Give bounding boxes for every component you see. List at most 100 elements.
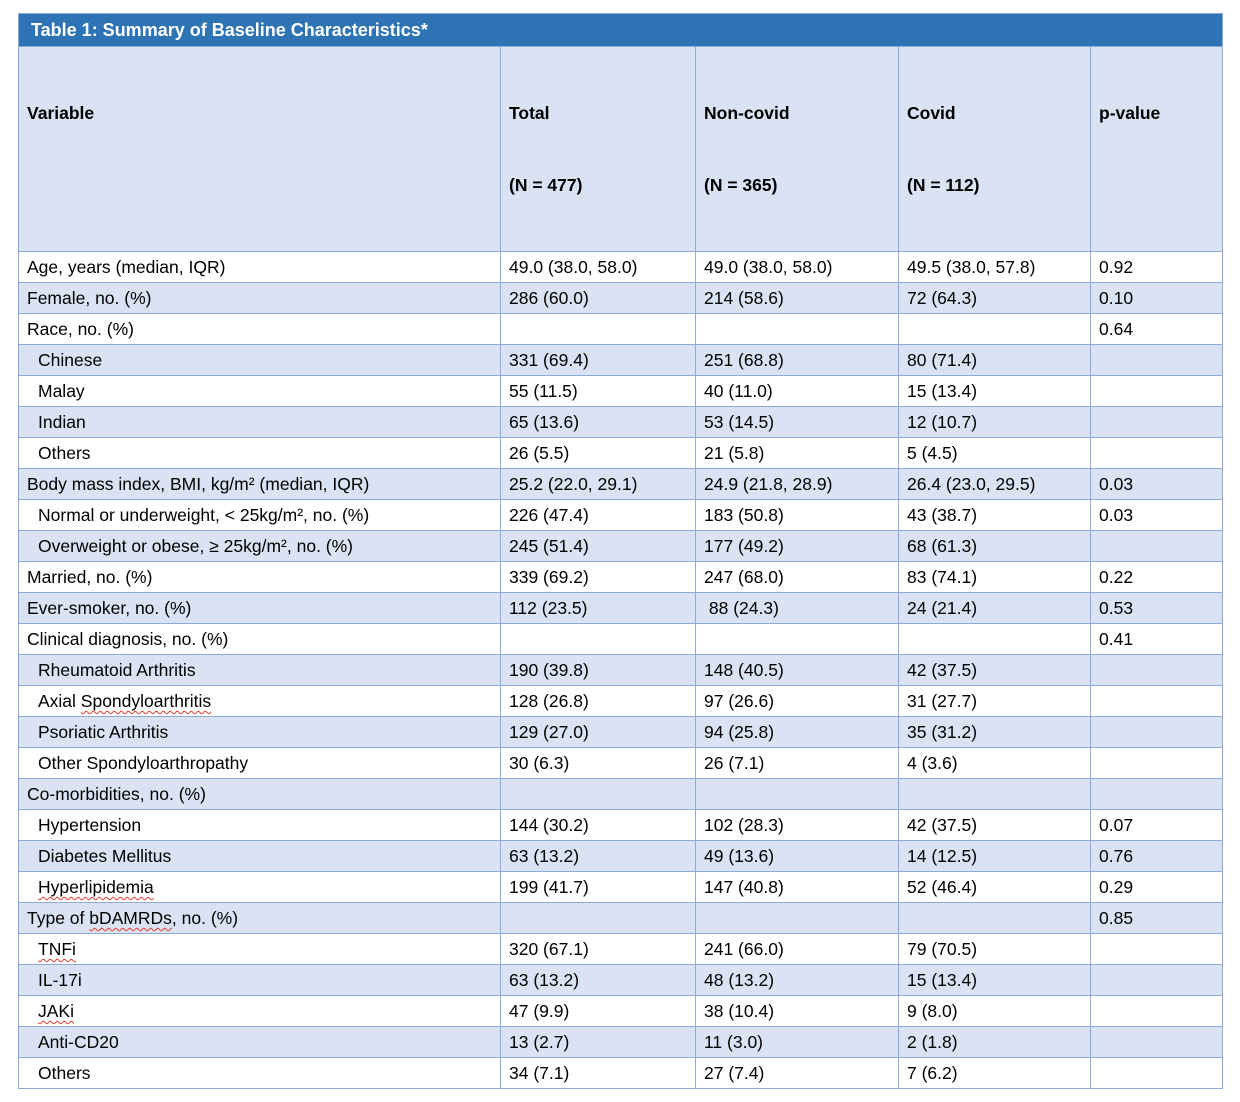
cell-noncovid: 177 (49.2) [695,530,899,562]
cell-covid: 49.5 (38.0, 57.8) [898,251,1091,283]
cell-pvalue: 0.03 [1089,468,1224,500]
cell-noncovid: 251 (68.8) [695,344,899,376]
cell-covid: 52 (46.4) [898,871,1091,903]
cell-total: 128 (26.8) [500,685,696,717]
cell-noncovid: 102 (28.3) [695,809,899,841]
cell-pvalue [1089,1057,1224,1089]
cell-covid: 35 (31.2) [898,716,1091,748]
cell-variable: Axial Spondyloarthritis [18,685,501,717]
table-row: Clinical diagnosis, no. (%) 0.41 [18,623,1224,655]
cell-variable: Clinical diagnosis, no. (%) [18,623,501,655]
cell-pvalue [1089,654,1224,686]
cell-covid: 24 (21.4) [898,592,1091,624]
table-row: Psoriatic Arthritis 129 (27.0) 94 (25.8) 35… [18,716,1224,748]
cell-covid [898,313,1091,345]
column-header-total: Total (N = 477) [500,46,696,252]
cell-variable: Anti-CD20 [18,1026,501,1058]
cell-variable: Rheumatoid Arthritis [18,654,501,686]
cell-pvalue: 0.41 [1089,623,1224,655]
cell-variable: Age, years (median, IQR) [18,251,501,283]
column-header-label: Total [509,103,550,123]
cell-pvalue [1089,995,1224,1027]
cell-noncovid: 53 (14.5) [695,406,899,438]
cell-covid: 9 (8.0) [898,995,1091,1027]
cell-covid: 5 (4.5) [898,437,1091,469]
cell-noncovid: 97 (26.6) [695,685,899,717]
cell-pvalue [1089,375,1224,407]
cell-total: 13 (2.7) [500,1026,696,1058]
cell-pvalue [1089,716,1224,748]
table-row: Anti-CD20 13 (2.7) 11 (3.0) 2 (1.8) [18,1026,1224,1058]
column-header-label: Covid [907,103,956,123]
column-header-covid: Covid (N = 112) [898,46,1091,252]
column-header-noncovid: Non-covid (N = 365) [695,46,899,252]
cell-pvalue: 0.92 [1089,251,1224,283]
label-text: Axial [38,691,81,711]
cell-covid: 80 (71.4) [898,344,1091,376]
cell-pvalue: 0.76 [1089,840,1224,872]
cell-total: 65 (13.6) [500,406,696,438]
cell-noncovid [695,623,899,655]
cell-noncovid: 38 (10.4) [695,995,899,1027]
table-row: Diabetes Mellitus 63 (13.2) 49 (13.6) 14 (1… [18,840,1224,872]
cell-total: 226 (47.4) [500,499,696,531]
cell-covid: 31 (27.7) [898,685,1091,717]
column-header-sub: (N = 477) [509,175,583,195]
cell-total: 199 (41.7) [500,871,696,903]
cell-noncovid: 88 (24.3) [695,592,899,624]
cell-variable: Body mass index, BMI, kg/m² (median, IQR… [18,468,501,500]
cell-pvalue: 0.03 [1089,499,1224,531]
cell-total: 55 (11.5) [500,375,696,407]
cell-pvalue [1089,344,1224,376]
table-title-row: Table 1: Summary of Baseline Characteris… [17,13,1224,47]
table-row: Female, no. (%) 286 (60.0) 214 (58.6) 72 (6… [18,282,1224,314]
table-row: Other Spondyloarthropathy 30 (6.3) 26 (7.1… [18,747,1224,779]
cell-pvalue [1089,530,1224,562]
table-row: Ever-smoker, no. (%) 112 (23.5) 88 (24.3)… [18,592,1224,624]
cell-noncovid: 49.0 (38.0, 58.0) [695,251,899,283]
cell-variable: Psoriatic Arthritis [18,716,501,748]
cell-covid: 4 (3.6) [898,747,1091,779]
cell-total: 63 (13.2) [500,964,696,996]
cell-noncovid: 11 (3.0) [695,1026,899,1058]
column-header-label: p-value [1099,103,1161,123]
misspelled-word: Hyperlipidemia [38,877,154,897]
cell-total [500,313,696,345]
cell-noncovid: 214 (58.6) [695,282,899,314]
cell-covid: 15 (13.4) [898,375,1091,407]
table-body: Age, years (median, IQR) 49.0 (38.0, 58.0… [18,251,1224,1089]
misspelled-word: JAKi [38,1001,74,1021]
cell-pvalue: 0.53 [1089,592,1224,624]
column-header-sub: (N = 112) [907,175,980,195]
cell-total: 49.0 (38.0, 58.0) [500,251,696,283]
table-row: Co-morbidities, no. (%) [18,778,1224,810]
cell-pvalue: 0.64 [1089,313,1224,345]
column-header-label: Non-covid [704,103,790,123]
table-row: Normal or underweight, < 25kg/m², no. (%… [18,499,1224,531]
cell-variable: Diabetes Mellitus [18,840,501,872]
cell-covid [898,623,1091,655]
cell-covid: 15 (13.4) [898,964,1091,996]
cell-variable: Hyperlipidemia [18,871,501,903]
cell-total: 26 (5.5) [500,437,696,469]
cell-noncovid: 40 (11.0) [695,375,899,407]
table-row: Others 34 (7.1) 27 (7.4) 7 (6.2) [18,1057,1224,1089]
cell-noncovid: 147 (40.8) [695,871,899,903]
cell-variable: Other Spondyloarthropathy [18,747,501,779]
cell-total: 63 (13.2) [500,840,696,872]
table-row: Rheumatoid Arthritis 190 (39.8) 148 (40.5)… [18,654,1224,686]
cell-variable: Others [18,1057,501,1089]
cell-variable: Normal or underweight, < 25kg/m², no. (%… [18,499,501,531]
misspelled-word: TNFi [38,939,76,959]
cell-pvalue [1089,685,1224,717]
table-row: Overweight or obese, ≥ 25kg/m², no. (%) 2… [18,530,1224,562]
cell-pvalue: 0.22 [1089,561,1224,593]
cell-total: 30 (6.3) [500,747,696,779]
cell-covid: 14 (12.5) [898,840,1091,872]
cell-covid: 7 (6.2) [898,1057,1091,1089]
table-row: Chinese 331 (69.4) 251 (68.8) 80 (71.4) [18,344,1224,376]
cell-noncovid: 49 (13.6) [695,840,899,872]
cell-covid: 43 (38.7) [898,499,1091,531]
cell-pvalue [1089,778,1224,810]
